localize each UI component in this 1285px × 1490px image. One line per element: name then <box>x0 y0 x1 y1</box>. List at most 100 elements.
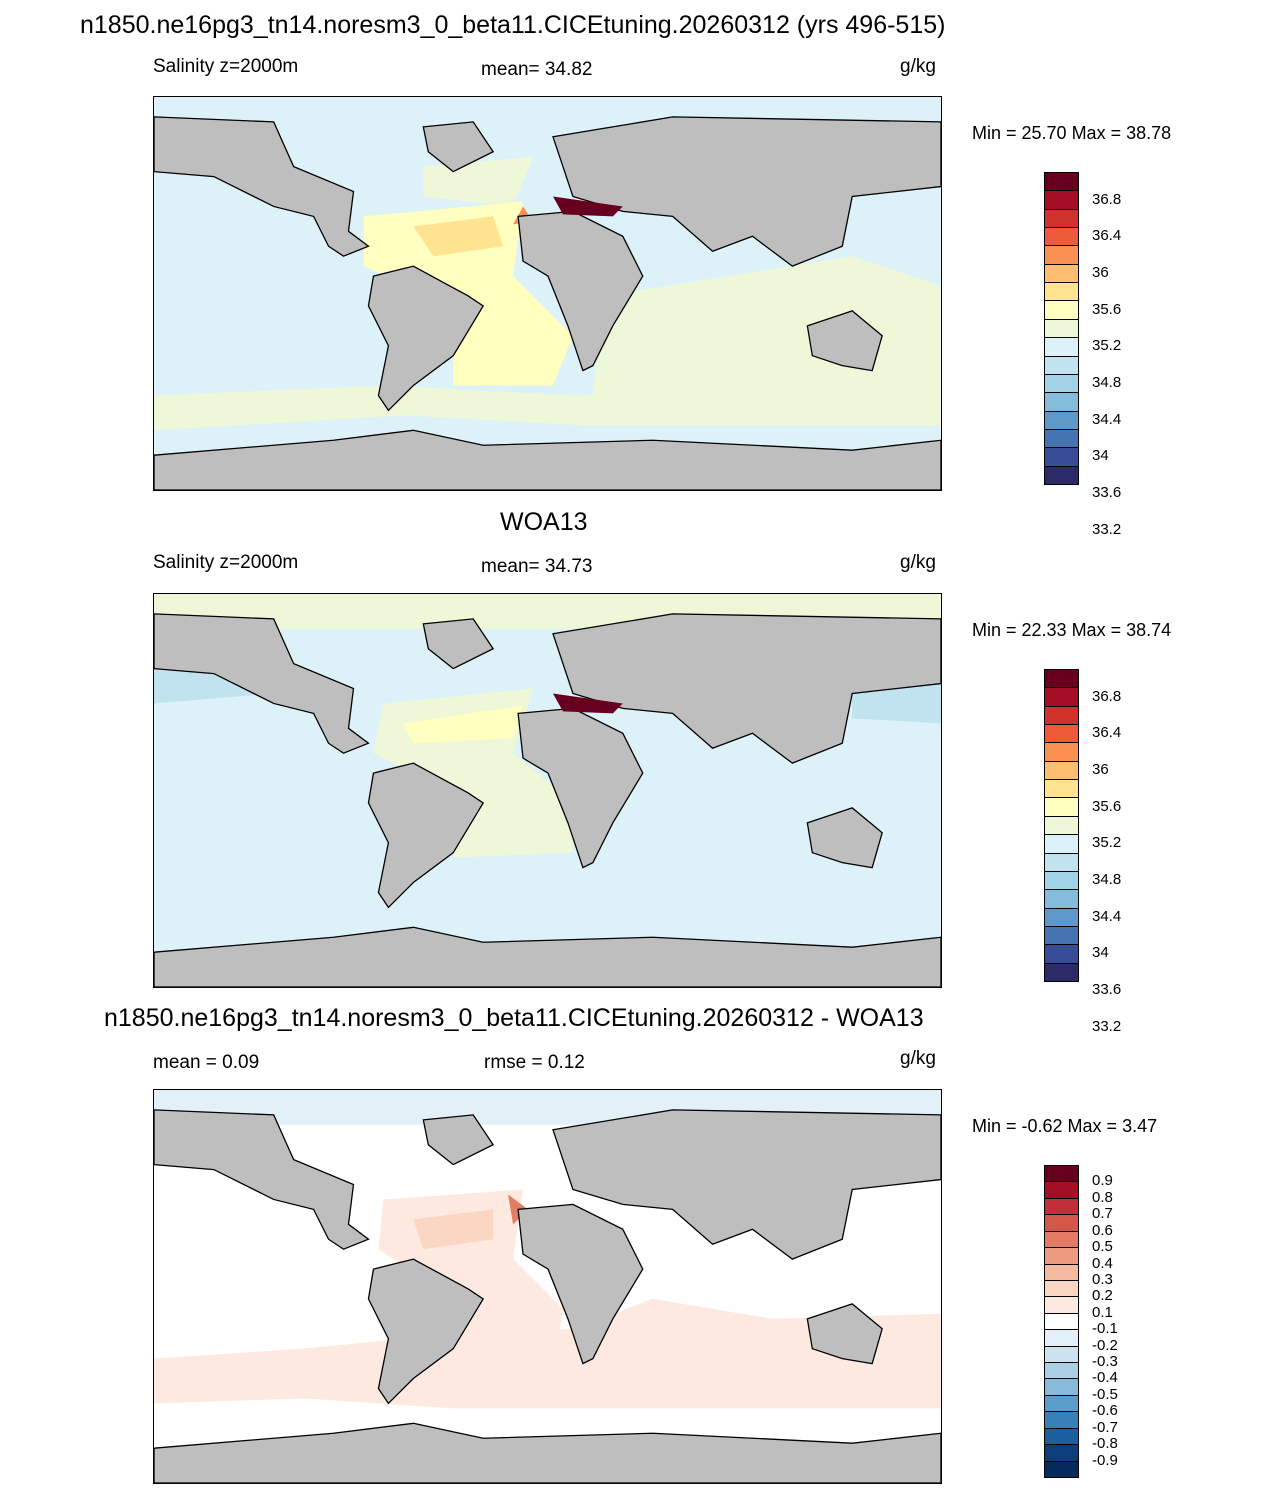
panel1-colorbar-swatch <box>1044 227 1079 247</box>
panel2-minmax-label: Min = 22.33 Max = 38.74 <box>972 620 1172 640</box>
panel3-colorbar-tick-label: 0.1 <box>1092 1303 1113 1321</box>
panel1-colorbar-swatch <box>1044 263 1079 284</box>
panel2-colorbar-swatch <box>1044 944 1079 964</box>
panel2-colorbar-tick-label: 36.4 <box>1092 724 1122 742</box>
panel3-colorbar-tick-label: -0.3 <box>1092 1353 1118 1371</box>
panel2-colorbar-tick-label: 35.2 <box>1092 834 1122 852</box>
panel2-colorbar-tick-label: 36.8 <box>1092 687 1122 705</box>
panel2-colorbar-swatch <box>1044 669 1079 689</box>
panel2-colorbar-swatch <box>1044 724 1079 744</box>
panel3-units-label: g/kg <box>900 1048 936 1069</box>
panel2-colorbar-tick-label: 34.4 <box>1092 907 1122 925</box>
panel3-colorbar-tick-label: -0.2 <box>1092 1336 1118 1354</box>
panel1-colorbar-tick-label: 35.6 <box>1092 300 1122 318</box>
panel3-colorbar-swatch <box>1044 1444 1079 1462</box>
panel2-colorbar-swatch <box>1044 705 1079 726</box>
panel1-colorbar-swatch <box>1044 355 1079 375</box>
panel1-colorbar-tick-label: 33.2 <box>1092 520 1122 538</box>
panel3-map <box>153 1089 942 1484</box>
panel1-colorbar-swatch <box>1044 447 1079 467</box>
panel3-colorbar-tick-label: 0.9 <box>1092 1172 1113 1190</box>
panel2-mean-label: mean= 34.73 <box>481 556 593 577</box>
panel3-colorbar-swatch <box>1044 1378 1079 1396</box>
panel2-colorbar-swatch <box>1044 834 1079 854</box>
panel3-colorbar-tick-label: -0.8 <box>1092 1435 1118 1453</box>
panel3-title: n1850.ne16pg3_tn14.noresm3_0_beta11.CICE… <box>104 1004 924 1032</box>
panel1-variable-label: Salinity z=2000m <box>153 56 299 77</box>
panel3-rmse-label: rmse = 0.12 <box>484 1052 585 1073</box>
panel1-mean-label: mean= 34.82 <box>481 59 593 80</box>
panel2-colorbar-tick-label: 34.8 <box>1092 871 1122 889</box>
panel2-colorbar-tick-label: 33.2 <box>1092 1017 1122 1035</box>
panel1-land <box>154 116 941 490</box>
panel1-colorbar-swatch <box>1044 208 1079 229</box>
panel1-map <box>153 96 942 491</box>
panel2-colorbar-tick-label: 34 <box>1092 944 1109 962</box>
panel1-colorbar-tick-label: 34.4 <box>1092 410 1122 428</box>
panel3-map-svg <box>154 1090 941 1483</box>
panel1-title: n1850.ne16pg3_tn14.noresm3_0_beta11.CICE… <box>80 11 946 39</box>
panel2-colorbar-swatch <box>1044 760 1079 781</box>
panel1-colorbar-swatch <box>1044 172 1079 192</box>
panel2-colorbar: 36.8 36.4 36 35.6 35.2 34.8 34.4 34 33.6 33.2 <box>1044 669 1121 1035</box>
panel3-colorbar-swatch <box>1044 1263 1079 1281</box>
panel3-colorbar-tick-label: -0.4 <box>1092 1369 1118 1387</box>
panel3-colorbar-tick-label: -0.1 <box>1092 1320 1118 1338</box>
panel3-colorbar-swatch <box>1044 1165 1079 1183</box>
panel1-colorbar-tick-label: 35.2 <box>1092 337 1122 355</box>
panel1-colorbar-swatch <box>1044 410 1079 430</box>
panel2-colorbar-tick-label: 36 <box>1092 760 1109 778</box>
panel2-colorbar-swatch <box>1044 742 1079 762</box>
panel3-colorbar-swatch <box>1044 1394 1079 1413</box>
panel1-colorbar-swatch <box>1044 373 1079 394</box>
panel3-colorbar-swatch <box>1044 1427 1079 1446</box>
panel3-colorbar-swatch <box>1044 1345 1079 1364</box>
panel3-colorbar-swatch <box>1044 1296 1079 1314</box>
panel1-colorbar-swatch <box>1044 428 1079 449</box>
panel2-colorbar-swatch <box>1044 852 1079 872</box>
panel1-minmax-label: Min = 25.70 Max = 38.78 <box>972 123 1172 143</box>
panel1-colorbar-swatch <box>1044 282 1079 302</box>
panel3-colorbar-swatch <box>1044 1329 1079 1347</box>
panel3-colorbar: 0.9 0.8 0.7 0.6 0.5 0.4 0.3 0.2 0.1 -0.1 -0.2 -0.3-… <box>1044 1165 1118 1478</box>
panel3-colorbar-swatch <box>1044 1197 1079 1216</box>
panel2-units-label: g/kg <box>900 552 936 573</box>
panel3-colorbar-tick-label: -0.7 <box>1092 1418 1118 1436</box>
panel3-colorbar-tick-label: 0.6 <box>1092 1221 1113 1239</box>
panel1-colorbar-swatch <box>1044 392 1079 412</box>
panel3-colorbar-tick-label: 0.8 <box>1092 1188 1113 1206</box>
panel2-colorbar-tick-label: 33.6 <box>1092 981 1122 999</box>
panel1-colorbar-tick-label: 34 <box>1092 447 1109 465</box>
panel2-map-svg <box>154 594 941 987</box>
panel3-colorbar-swatch <box>1044 1181 1079 1199</box>
panel2-title: WOA13 <box>500 508 588 536</box>
panel2-colorbar-swatch <box>1044 889 1079 909</box>
panel3-colorbar-swatch <box>1044 1247 1079 1265</box>
panel1-colorbar-swatch <box>1044 245 1079 265</box>
panel2-colorbar-swatch <box>1044 815 1079 836</box>
panel2-land <box>154 613 941 987</box>
panel3-mean-label: mean = 0.09 <box>153 1052 260 1073</box>
panel2-colorbar-swatch <box>1044 687 1079 707</box>
panel3-colorbar-tick-label: -0.6 <box>1092 1402 1118 1420</box>
panel1-colorbar-tick-label: 36.8 <box>1092 190 1122 208</box>
panel1-colorbar-swatch <box>1044 337 1079 357</box>
panel2-colorbar-swatch <box>1044 962 1079 982</box>
panel2-colorbar-swatch <box>1044 870 1079 891</box>
panel3-colorbar-tick-label: 0.4 <box>1092 1254 1113 1272</box>
panel1-colorbar-tick-label: 36 <box>1092 263 1109 281</box>
panel1-map-svg <box>154 97 941 490</box>
panel3-colorbar-swatch <box>1044 1279 1079 1298</box>
panel2-colorbar-swatch <box>1044 907 1079 927</box>
panel2-colorbar-tick-label: 35.6 <box>1092 797 1122 815</box>
panel3-colorbar-tick-label: -0.9 <box>1092 1451 1118 1469</box>
panel2-colorbar-swatch <box>1044 797 1079 817</box>
panel3-minmax-label: Min = -0.62 Max = 3.47 <box>972 1116 1158 1136</box>
panel3-colorbar-tick-label: 0.7 <box>1092 1205 1113 1223</box>
panel3-colorbar-tick-label: 0.2 <box>1092 1287 1113 1305</box>
panel3-colorbar-swatch <box>1044 1214 1079 1232</box>
panel1-colorbar: 36.8 36.4 36 35.6 35.2 34.8 34.4 34 33.6 33.2 <box>1044 172 1121 538</box>
panel3-colorbar-tick-label: 0.3 <box>1092 1270 1113 1288</box>
panel2-colorbar-swatch <box>1044 779 1079 799</box>
panel1-colorbar-swatch <box>1044 300 1079 320</box>
